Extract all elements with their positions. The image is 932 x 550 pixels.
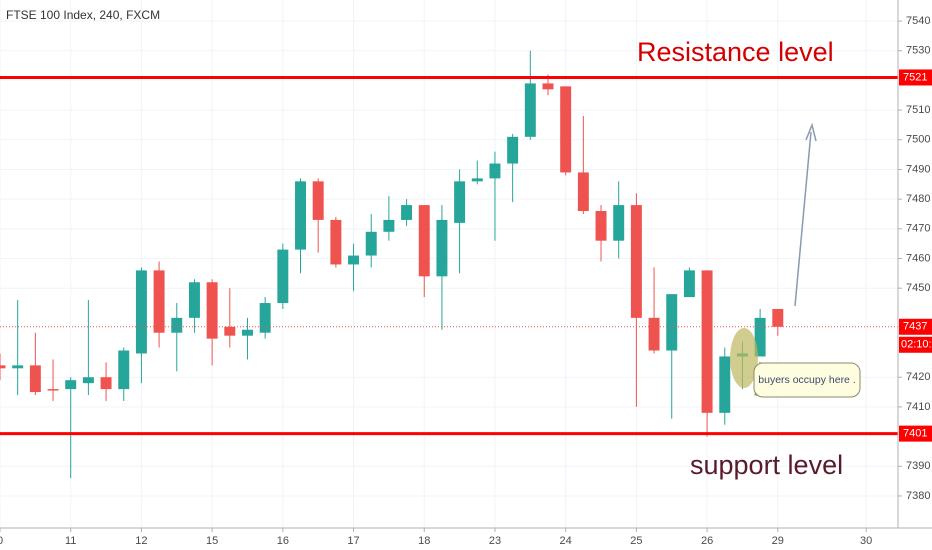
candle-body xyxy=(259,303,271,333)
price-level-tag: 7521 xyxy=(903,71,927,83)
x-tick-label: 24 xyxy=(560,535,572,547)
price-level-tag-bg xyxy=(899,69,932,86)
candle-body xyxy=(330,219,342,265)
y-tick-label: 7450 xyxy=(906,282,930,294)
y-tick-label: 7470 xyxy=(906,223,930,235)
candle-body xyxy=(701,270,713,413)
candle-body xyxy=(171,317,183,333)
x-tick-label: 0 xyxy=(0,535,3,547)
y-tick-label: 7530 xyxy=(906,45,930,57)
support-annotation: support level xyxy=(690,450,843,480)
callout-box xyxy=(753,362,861,398)
candle-body xyxy=(224,326,236,336)
candle-body xyxy=(242,329,253,336)
arrow-head xyxy=(805,122,817,142)
candle-body xyxy=(772,308,784,327)
candle-body xyxy=(630,205,642,318)
arrow-line xyxy=(794,131,812,307)
y-tick-label: 7390 xyxy=(906,460,930,472)
countdown: 02:10:0 xyxy=(901,339,932,351)
y-tick-label: 7460 xyxy=(906,252,930,264)
axes: 7540 7530 7510 7500 7490 7480 7470 7460 7450 7420… xyxy=(0,15,932,547)
price-level-tag: 7401 xyxy=(903,428,927,440)
candle-body xyxy=(524,83,536,137)
y-tick-label: 7490 xyxy=(906,163,930,175)
candle-body xyxy=(118,350,130,390)
candle-body xyxy=(507,136,519,164)
x-tick-label: 18 xyxy=(418,535,430,547)
last-price-tag-bg xyxy=(899,318,932,335)
candle-body xyxy=(754,317,766,357)
candle-body xyxy=(153,270,165,333)
candle-body xyxy=(12,365,24,369)
y-tick-label: 7510 xyxy=(906,104,930,116)
candle-body xyxy=(666,294,678,351)
candle-body xyxy=(560,86,572,173)
candle-body xyxy=(29,365,41,393)
candle-body xyxy=(82,377,94,384)
candle-body xyxy=(542,83,554,90)
x-tick-label: 25 xyxy=(630,535,642,547)
candle-body xyxy=(365,231,377,256)
countdown-bg xyxy=(899,336,932,353)
candle-body xyxy=(401,205,413,220)
candle-body xyxy=(648,317,660,351)
candle-body xyxy=(454,181,466,223)
candle-body xyxy=(683,270,695,298)
x-tick-label: 26 xyxy=(701,535,713,547)
candle-body xyxy=(65,380,77,390)
resistance-annotation: Resistance level xyxy=(637,37,834,67)
x-tick-label: 11 xyxy=(65,535,76,547)
candle-body xyxy=(418,205,430,277)
x-tick-label: 29 xyxy=(772,535,784,547)
y-tick-label: 7500 xyxy=(906,134,930,146)
candle-body xyxy=(436,219,448,277)
y-tick-label: 7480 xyxy=(906,193,930,205)
candle-body xyxy=(277,249,289,304)
y-tick-label: 7540 xyxy=(906,15,930,27)
last-price-tag: 7437 xyxy=(903,321,927,333)
callout-text: buyers occupy here . xyxy=(758,374,855,386)
x-tick-label: 23 xyxy=(489,535,501,547)
candle-body xyxy=(100,377,112,390)
candle-body xyxy=(0,365,6,369)
highlight-ellipse xyxy=(730,328,758,388)
candle-body xyxy=(595,211,607,241)
candle-body xyxy=(348,255,360,265)
candle-body xyxy=(206,282,218,339)
candle-body xyxy=(312,181,324,220)
y-tick-label: 7380 xyxy=(906,490,930,502)
y-tick-label: 7420 xyxy=(906,371,930,383)
candles xyxy=(0,50,898,479)
candle-body xyxy=(489,163,501,179)
candle-body xyxy=(135,270,147,354)
candle-body xyxy=(188,282,200,318)
chart-title: FTSE 100 Index, 240, FXCM xyxy=(6,8,160,22)
x-tick-label: 30 xyxy=(860,535,872,547)
x-tick-label: 12 xyxy=(135,535,147,547)
x-tick-label: 17 xyxy=(347,535,359,547)
candle-body xyxy=(577,172,589,212)
candle-body xyxy=(383,219,395,232)
x-tick-label: 15 xyxy=(206,535,218,547)
candle-body xyxy=(719,356,731,413)
candle-body xyxy=(47,389,59,391)
candle-body xyxy=(471,178,483,182)
y-tick-label: 7410 xyxy=(906,401,930,413)
candle-body xyxy=(295,181,306,250)
x-tick-label: 16 xyxy=(277,535,289,547)
price-level-tag-bg xyxy=(899,425,932,442)
candle-body xyxy=(613,205,625,241)
